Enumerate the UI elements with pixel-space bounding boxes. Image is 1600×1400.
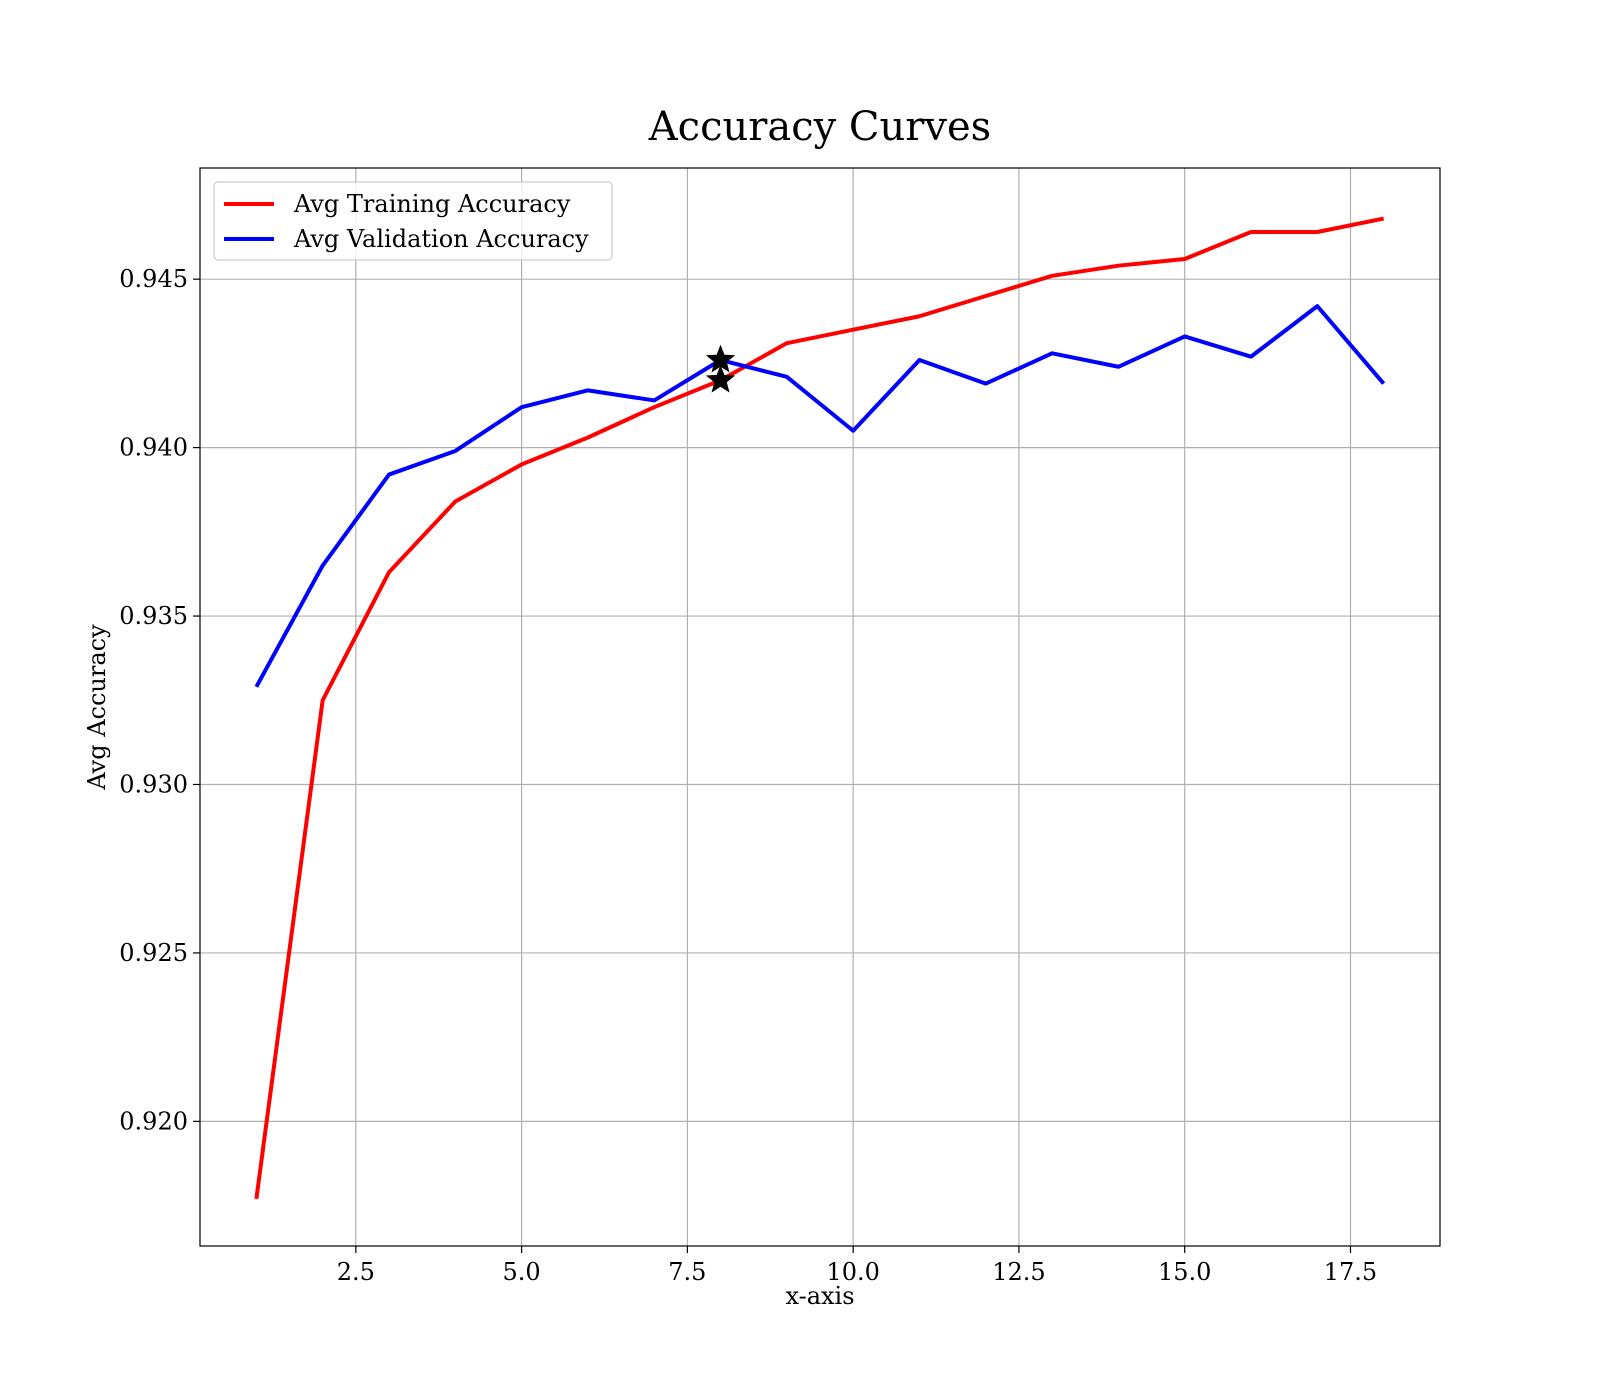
x-tick-label: 10.0 (826, 1258, 879, 1286)
x-tick-label: 12.5 (992, 1258, 1045, 1286)
y-tick-label: 0.945 (119, 265, 188, 293)
y-tick-label: 0.935 (119, 602, 188, 630)
legend: Avg Training Accuracy Avg Validation Acc… (213, 181, 613, 261)
chart-title: Accuracy Curves (648, 104, 991, 150)
series-line-training (254, 216, 1385, 1200)
legend-label-validation: Avg Validation Accuracy (293, 225, 589, 253)
y-tick-label: 0.940 (119, 434, 188, 462)
plot-frame (199, 167, 1441, 1247)
series-line-validation (254, 304, 1386, 688)
x-tick-label: 15.0 (1158, 1258, 1211, 1286)
x-tick-label: 5.0 (503, 1258, 541, 1286)
legend-label-training: Avg Training Accuracy (293, 190, 571, 218)
legend-box (213, 181, 613, 261)
series-layer (254, 216, 1386, 1200)
x-tick-label: 2.5 (337, 1258, 375, 1286)
x-axis-label: x-axis (785, 1282, 854, 1310)
y-tick-label: 0.920 (119, 1107, 188, 1135)
y-tick-label: 0.925 (119, 939, 188, 967)
y-tick-label: 0.930 (119, 770, 188, 798)
best-training-star-marker (705, 364, 736, 393)
x-tick-label: 7.5 (668, 1258, 706, 1286)
tick-layer: 2.5 5.0 7.5 10.0 12.5 15.0 17.5 0.920 0.925 0.930… (119, 265, 1377, 1286)
y-axis-label: Avg Accuracy (83, 624, 111, 791)
x-tick-label: 17.5 (1324, 1258, 1377, 1286)
grid-layer (200, 168, 1440, 1246)
marker-layer (705, 344, 736, 393)
